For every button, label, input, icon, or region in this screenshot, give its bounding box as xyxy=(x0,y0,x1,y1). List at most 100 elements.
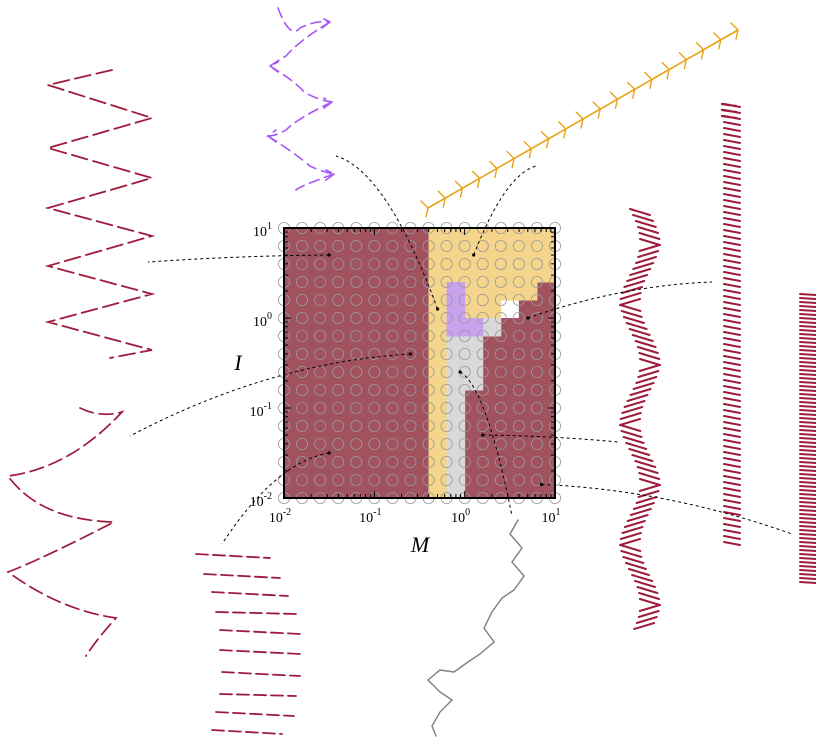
grid-marker xyxy=(296,383,309,396)
grid-marker xyxy=(332,329,345,342)
column-dash xyxy=(723,169,741,174)
column-dash xyxy=(723,433,741,438)
chevron-mark xyxy=(626,81,636,100)
tight-dash xyxy=(799,569,816,572)
tight-dash xyxy=(799,397,816,400)
probe-dot-wavy-column xyxy=(481,433,485,437)
grid-marker xyxy=(476,455,489,468)
tight-dash xyxy=(799,533,816,536)
column-dash xyxy=(723,139,741,144)
chevron-mark xyxy=(540,131,550,149)
wavy-dash xyxy=(625,322,648,330)
wavy-dash xyxy=(637,610,660,618)
wavy-dash xyxy=(632,382,655,390)
grid-marker xyxy=(296,293,309,306)
x-tick-label: 101 xyxy=(542,507,561,526)
wavy-dash xyxy=(636,586,659,594)
grid-marker xyxy=(422,437,435,450)
grid-marker xyxy=(368,419,381,432)
grid-marker xyxy=(530,455,543,468)
column-dash xyxy=(723,289,741,294)
column-dash xyxy=(723,151,741,156)
grid-marker xyxy=(422,473,435,486)
leader-line-loop-cusps xyxy=(335,155,439,310)
tight-dash xyxy=(799,497,816,500)
grid-marker xyxy=(422,257,435,270)
grid-marker xyxy=(440,401,453,414)
grid-marker xyxy=(332,401,345,414)
wavy-dash xyxy=(628,448,651,456)
column-dash xyxy=(723,517,741,522)
grid-marker xyxy=(350,437,363,450)
region-gray-2 xyxy=(482,318,502,337)
column-dash xyxy=(723,253,741,258)
tight-dash xyxy=(799,297,816,300)
wavy-dash xyxy=(620,310,643,318)
column-dash xyxy=(723,367,741,372)
column-dash xyxy=(723,463,741,468)
grid-marker xyxy=(386,257,399,270)
wavy-dash xyxy=(638,238,661,246)
wavy-dash xyxy=(638,244,661,252)
column-dash xyxy=(723,325,741,330)
wavy-dash xyxy=(632,262,655,270)
y-tick-label: 101 xyxy=(253,221,272,240)
grid-marker xyxy=(368,311,381,324)
wavy-dash xyxy=(619,298,642,306)
wavy-dash xyxy=(619,424,642,432)
axis-tick-labels: 10-2 10-1 100 101 10-2 10-1 100 101 xyxy=(250,221,561,526)
grid-marker xyxy=(350,293,363,306)
tight-dash xyxy=(799,381,816,384)
tight-dash xyxy=(799,549,816,552)
grid-marker xyxy=(476,473,489,486)
grid-marker xyxy=(314,257,327,270)
wavy-dash xyxy=(638,478,661,486)
grid-marker xyxy=(512,437,525,450)
wavy-dash xyxy=(637,490,660,498)
grid-marker xyxy=(458,239,471,252)
chevron-mark xyxy=(644,71,653,90)
tight-dash xyxy=(799,469,816,472)
column-dash xyxy=(723,217,741,222)
wavy-dash xyxy=(621,286,644,294)
grid-marker xyxy=(296,275,309,288)
grid-marker xyxy=(458,437,471,450)
grid-marker xyxy=(422,329,435,342)
tight-dash xyxy=(799,521,816,524)
chevron-mark xyxy=(489,160,498,179)
grid-marker xyxy=(332,275,345,288)
grid-marker xyxy=(368,401,381,414)
tight-dash xyxy=(799,325,816,328)
tight-dash xyxy=(799,385,816,388)
wavy-dash xyxy=(626,514,649,522)
grid-marker xyxy=(404,365,417,378)
wavy-dash xyxy=(625,442,648,450)
grid-marker xyxy=(386,473,399,486)
grid-marker xyxy=(440,365,453,378)
tight-dash xyxy=(799,437,816,440)
grid-marker xyxy=(422,401,435,414)
grid-marker xyxy=(368,365,381,378)
grid-marker xyxy=(314,347,327,360)
wavy-dash xyxy=(638,604,661,612)
column-dash xyxy=(723,505,741,510)
grid-marker xyxy=(476,239,489,252)
probe-dot-wide-zigzag xyxy=(327,253,331,257)
grid-marker xyxy=(350,455,363,468)
grid-marker xyxy=(386,419,399,432)
grid-marker xyxy=(404,311,417,324)
tight-dash xyxy=(799,349,816,352)
wavy-dash xyxy=(638,592,661,600)
grid-marker xyxy=(350,257,363,270)
grid-marker xyxy=(350,311,363,324)
tight-dash xyxy=(799,509,816,512)
wavy-dash xyxy=(631,454,654,462)
tight-dash xyxy=(799,293,816,296)
column-dash xyxy=(723,493,741,498)
tight-dash xyxy=(799,361,816,364)
column-dash xyxy=(723,223,741,228)
wavy-dash xyxy=(633,622,656,630)
wavy-dash xyxy=(631,334,654,342)
column-dash xyxy=(723,145,741,150)
column-dash xyxy=(723,205,741,210)
